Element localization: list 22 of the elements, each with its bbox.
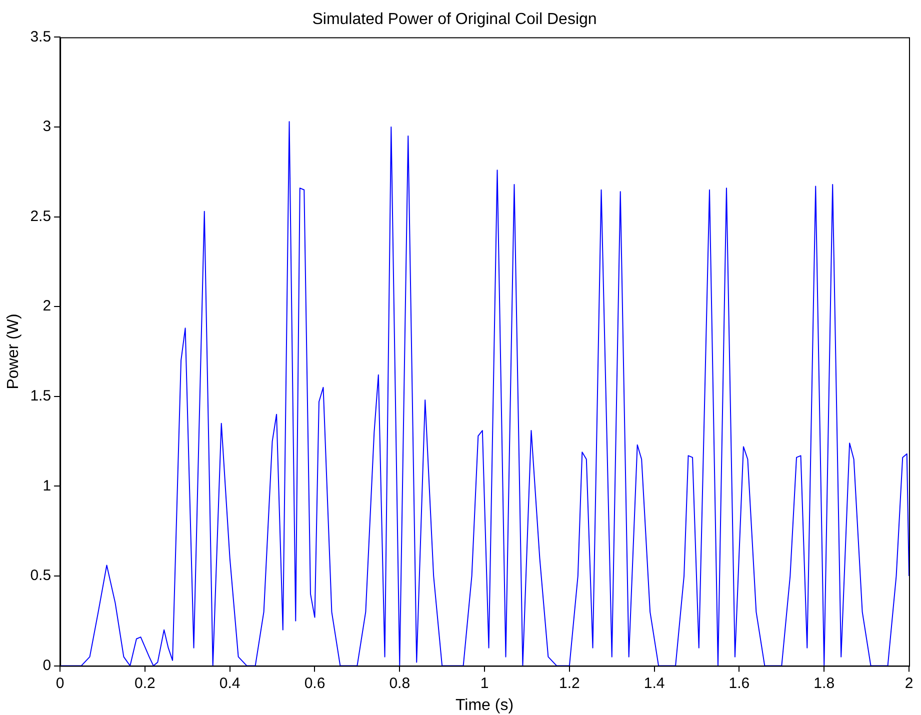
- x-tick-label: 0.8: [389, 674, 410, 692]
- x-tick-label: 1: [480, 674, 489, 692]
- x-tick-label: 0.6: [304, 674, 326, 692]
- x-axis-title: Time (s): [455, 696, 514, 714]
- chart-title: Simulated Power of Original Coil Design: [312, 11, 597, 28]
- x-tick-label: 0: [56, 674, 64, 692]
- x-tick-label: 0.2: [134, 674, 156, 692]
- y-tick-label: 0: [42, 656, 52, 674]
- x-tick-label: 1.4: [644, 674, 665, 692]
- y-tick-label: 2: [42, 298, 52, 315]
- x-tick-label: 1.2: [558, 674, 580, 692]
- x-tick-label: 1.6: [728, 674, 750, 692]
- x-tick-label: 2: [904, 674, 914, 692]
- y-axis-title: Power (W): [5, 314, 22, 390]
- x-tick-label: 1.8: [814, 674, 835, 692]
- y-tick-label: 1: [42, 477, 52, 494]
- y-tick-label: 3.5: [30, 28, 52, 46]
- y-tick-label: 1.5: [30, 388, 52, 405]
- y-tick-label: 3: [42, 118, 52, 136]
- y-tick-label: 2.5: [30, 208, 52, 225]
- x-tick-label: 0.4: [219, 674, 240, 692]
- y-tick-label: 0.5: [30, 567, 52, 584]
